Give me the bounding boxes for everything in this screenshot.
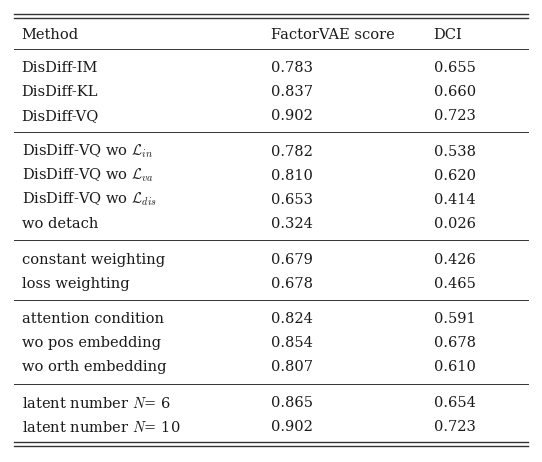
Text: 0.902: 0.902 (271, 420, 313, 434)
Text: 0.837: 0.837 (271, 85, 313, 99)
Text: 0.782: 0.782 (271, 145, 313, 158)
Text: 0.414: 0.414 (434, 193, 475, 207)
Text: 0.723: 0.723 (434, 109, 475, 123)
Text: 0.865: 0.865 (271, 396, 313, 410)
Text: 0.678: 0.678 (271, 277, 313, 291)
Text: constant weighting: constant weighting (22, 253, 165, 267)
Text: DisDiff-IM: DisDiff-IM (22, 61, 98, 75)
Text: 0.678: 0.678 (434, 336, 475, 351)
Text: wo orth embedding: wo orth embedding (22, 360, 166, 375)
Text: DCI: DCI (434, 28, 462, 42)
Text: DisDiff-VQ wo $\mathcal{L}_{dis}$: DisDiff-VQ wo $\mathcal{L}_{dis}$ (22, 191, 157, 208)
Text: wo detach: wo detach (22, 217, 98, 231)
Text: 0.465: 0.465 (434, 277, 475, 291)
Text: attention condition: attention condition (22, 312, 164, 327)
Text: 0.654: 0.654 (434, 396, 475, 410)
Text: DisDiff-VQ wo $\mathcal{L}_{va}$: DisDiff-VQ wo $\mathcal{L}_{va}$ (22, 167, 154, 184)
Text: 0.679: 0.679 (271, 253, 313, 267)
Text: DisDiff-VQ: DisDiff-VQ (22, 109, 99, 123)
Text: 0.723: 0.723 (434, 420, 475, 434)
Text: 0.655: 0.655 (434, 61, 475, 75)
Text: 0.538: 0.538 (434, 145, 475, 158)
Text: 0.854: 0.854 (271, 336, 313, 351)
Text: 0.653: 0.653 (271, 193, 313, 207)
Text: 0.824: 0.824 (271, 312, 313, 327)
Text: DisDiff-VQ wo $\mathcal{L}_{in}$: DisDiff-VQ wo $\mathcal{L}_{in}$ (22, 143, 153, 160)
Text: FactorVAE score: FactorVAE score (271, 28, 395, 42)
Text: 0.902: 0.902 (271, 109, 313, 123)
Text: 0.807: 0.807 (271, 360, 313, 375)
Text: latent number $N$= 10: latent number $N$= 10 (22, 420, 180, 435)
Text: 0.610: 0.610 (434, 360, 475, 375)
Text: 0.026: 0.026 (434, 217, 475, 231)
Text: Method: Method (22, 28, 79, 42)
Text: 0.810: 0.810 (271, 169, 313, 182)
Text: 0.660: 0.660 (434, 85, 476, 99)
Text: 0.426: 0.426 (434, 253, 475, 267)
Text: 0.591: 0.591 (434, 312, 475, 327)
Text: DisDiff-KL: DisDiff-KL (22, 85, 98, 99)
Text: wo pos embedding: wo pos embedding (22, 336, 160, 351)
Text: 0.783: 0.783 (271, 61, 313, 75)
Text: loss weighting: loss weighting (22, 277, 130, 291)
Text: 0.620: 0.620 (434, 169, 475, 182)
Text: latent number $N$= 6: latent number $N$= 6 (22, 396, 171, 411)
Text: 0.324: 0.324 (271, 217, 313, 231)
